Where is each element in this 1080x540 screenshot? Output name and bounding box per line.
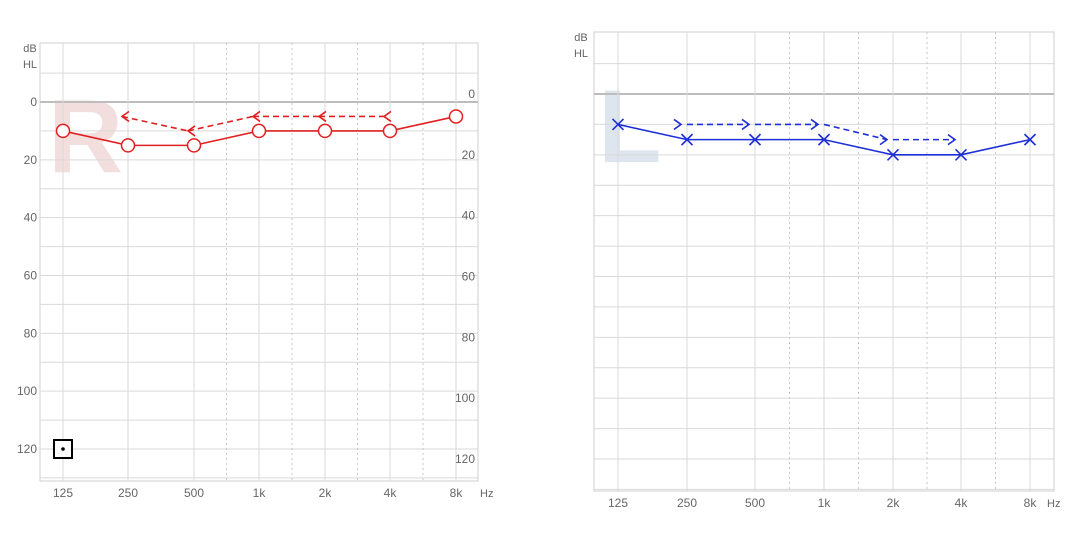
- right-air-marker: [55, 123, 71, 139]
- left-bone-marker: [673, 118, 683, 131]
- right-x-tick-label: 8k: [450, 486, 464, 500]
- right-bone-marker: [317, 110, 327, 123]
- right-air-marker: [186, 138, 202, 153]
- left-x-tick-label: 8k: [1024, 496, 1038, 510]
- left-air-marker: [748, 133, 762, 146]
- left-air-marker: [611, 118, 625, 131]
- left-x-tick-label: 250: [677, 496, 697, 510]
- left-air-marker: [817, 133, 831, 146]
- left-y-tick-label: 40: [462, 209, 476, 223]
- left-bone-marker: [947, 133, 957, 146]
- left-x-tick-label: 125: [608, 496, 628, 510]
- left-y-tick-label: 0: [468, 87, 475, 101]
- right-x-axis-label: Hz: [480, 488, 493, 500]
- left-air-marker: [1023, 133, 1037, 146]
- right-y-tick-label: 100: [17, 384, 37, 398]
- left-x-axis-label: Hz: [1047, 498, 1060, 510]
- right-y-tick-label: 60: [24, 269, 38, 283]
- left-y-tick-label: 120: [455, 452, 475, 466]
- right-bone-marker: [251, 110, 261, 123]
- right-bone-marker: [382, 110, 392, 123]
- right-bone-conduction-line: [121, 115, 189, 132]
- left-x-tick-label: 1k: [818, 496, 832, 510]
- left-y-axis-label: dB: [574, 32, 587, 44]
- right-y-tick-label: 0: [30, 95, 37, 109]
- left-x-tick-label: 4k: [955, 496, 969, 510]
- right-bone-marker: [120, 110, 130, 123]
- right-air-marker: [448, 109, 464, 124]
- right-y-tick-label: 120: [17, 442, 37, 456]
- right-x-tick-label: 4k: [384, 486, 398, 500]
- right-air-marker: [382, 123, 398, 139]
- right-x-tick-label: 250: [118, 486, 138, 500]
- left-y-tick-label: 100: [455, 391, 475, 405]
- right-y-axis-label: HL: [23, 59, 37, 71]
- left-y-tick-label: 80: [462, 330, 476, 344]
- left-air-marker: [886, 148, 900, 161]
- left-bone-marker: [879, 133, 889, 146]
- left-y-axis-label: HL: [574, 48, 588, 60]
- right-x-tick-label: 500: [184, 486, 204, 500]
- right-bone-conduction-line: [187, 115, 254, 132]
- right-y-tick-label: 80: [24, 326, 38, 340]
- right-no-response-dot: [61, 447, 65, 451]
- right-x-tick-label: 125: [53, 486, 73, 500]
- right-y-axis-label: dB: [23, 43, 36, 55]
- left-x-tick-label: 2k: [887, 496, 901, 510]
- left-bone-marker: [741, 118, 751, 131]
- right-y-tick-label: 20: [24, 153, 38, 167]
- right-x-tick-label: 2k: [319, 486, 333, 500]
- right-bone-marker: [186, 125, 196, 137]
- right-air-marker: [317, 123, 333, 139]
- left-air-marker: [954, 148, 968, 161]
- left-bone-marker: [810, 118, 820, 131]
- left-x-tick-label: 500: [745, 496, 765, 510]
- right-x-tick-label: 1k: [253, 486, 267, 500]
- left-bone-conduction-line: [823, 123, 888, 141]
- left-y-tick-label: 20: [462, 148, 476, 162]
- left-y-tick-label: 60: [462, 270, 476, 284]
- left-air-marker: [680, 133, 694, 146]
- right-y-tick-label: 40: [24, 211, 38, 225]
- right-air-marker: [120, 138, 136, 153]
- right-air-marker: [251, 123, 267, 139]
